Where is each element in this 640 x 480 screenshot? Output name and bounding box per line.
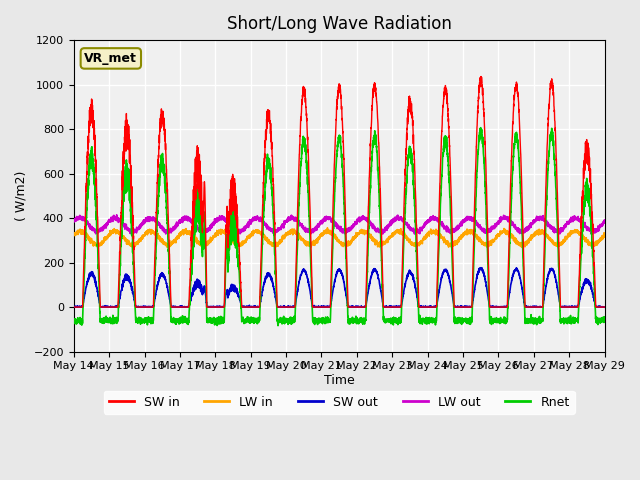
X-axis label: Time: Time (324, 374, 355, 387)
Legend: SW in, LW in, SW out, LW out, Rnet: SW in, LW in, SW out, LW out, Rnet (104, 391, 575, 414)
Y-axis label: ( W/m2): ( W/m2) (15, 170, 28, 221)
Text: VR_met: VR_met (84, 52, 137, 65)
Title: Short/Long Wave Radiation: Short/Long Wave Radiation (227, 15, 452, 33)
